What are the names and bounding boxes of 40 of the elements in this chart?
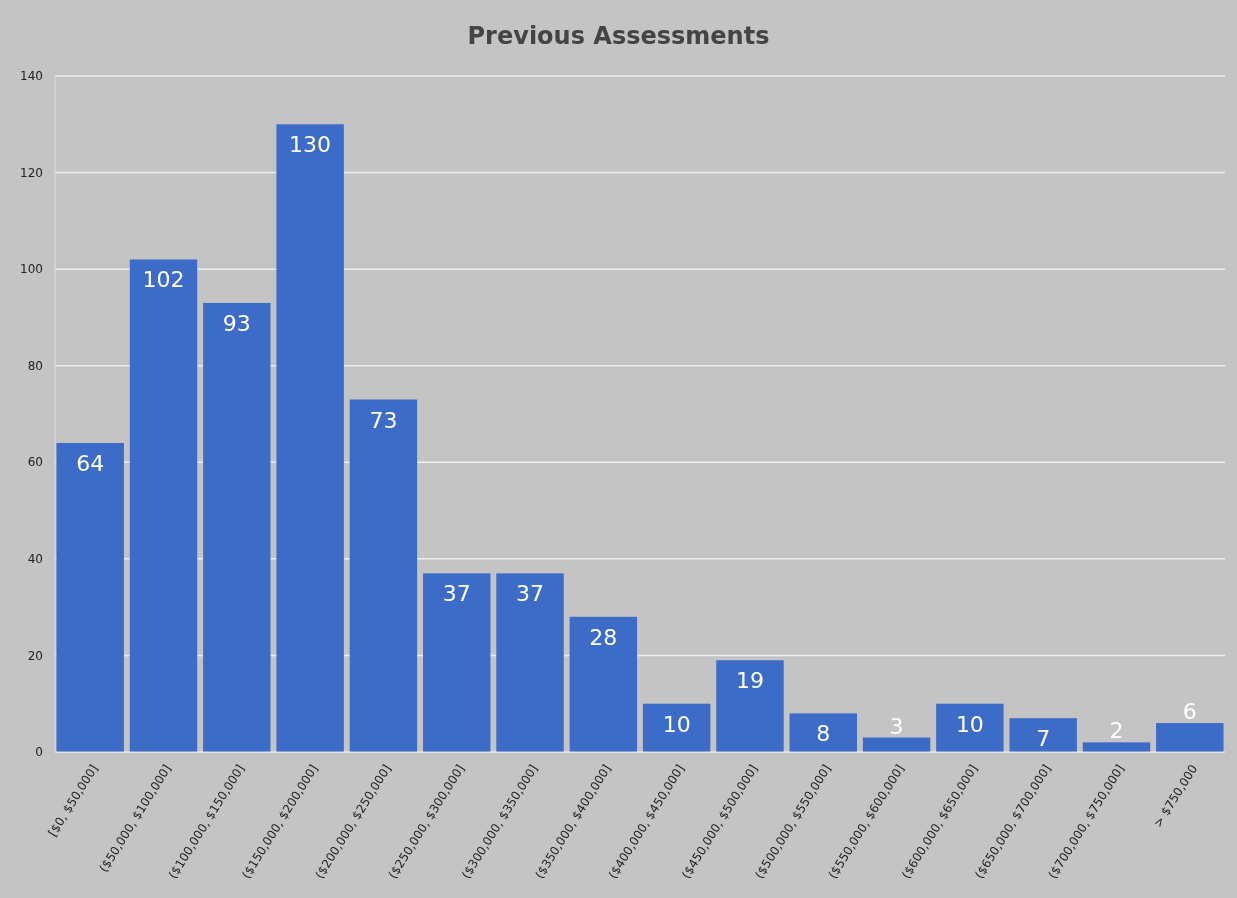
data-label: 10 [955, 711, 984, 737]
y-tick-label: 120 [20, 165, 43, 180]
data-label: 37 [442, 581, 471, 607]
data-label: 73 [369, 407, 398, 433]
y-tick-label: 20 [27, 648, 43, 663]
data-label: 8 [816, 721, 831, 747]
y-tick-label: 80 [27, 358, 43, 373]
bar [496, 573, 564, 752]
bar [349, 399, 418, 752]
data-label: 28 [589, 624, 618, 650]
bar [642, 703, 711, 752]
data-label: 64 [76, 450, 105, 476]
bar [1082, 742, 1151, 752]
data-label: 19 [735, 668, 764, 694]
data-label: 130 [289, 132, 332, 158]
bar [423, 573, 491, 752]
y-tick-label: 0 [35, 745, 43, 760]
data-label: 37 [516, 581, 545, 607]
bar [203, 302, 271, 752]
data-label: 2 [1109, 718, 1124, 744]
y-tick-label: 100 [20, 262, 43, 277]
bar [716, 660, 784, 752]
bar [56, 442, 124, 752]
bar [936, 703, 1004, 752]
bar [1156, 723, 1224, 752]
y-tick-label: 140 [20, 69, 43, 84]
data-label: 6 [1182, 699, 1197, 725]
bar [789, 713, 857, 752]
data-label: 93 [222, 310, 251, 336]
data-label: 7 [1036, 726, 1051, 752]
y-tick-label: 40 [27, 552, 43, 567]
bar [129, 259, 198, 752]
data-label: 10 [662, 711, 691, 737]
data-label: 3 [889, 713, 904, 739]
bar [1009, 718, 1077, 752]
bar [276, 124, 344, 752]
y-tick-label: 60 [27, 455, 43, 470]
chart-title: Previous Assessments [467, 22, 770, 50]
bar [569, 616, 638, 752]
data-label: 102 [142, 267, 185, 293]
